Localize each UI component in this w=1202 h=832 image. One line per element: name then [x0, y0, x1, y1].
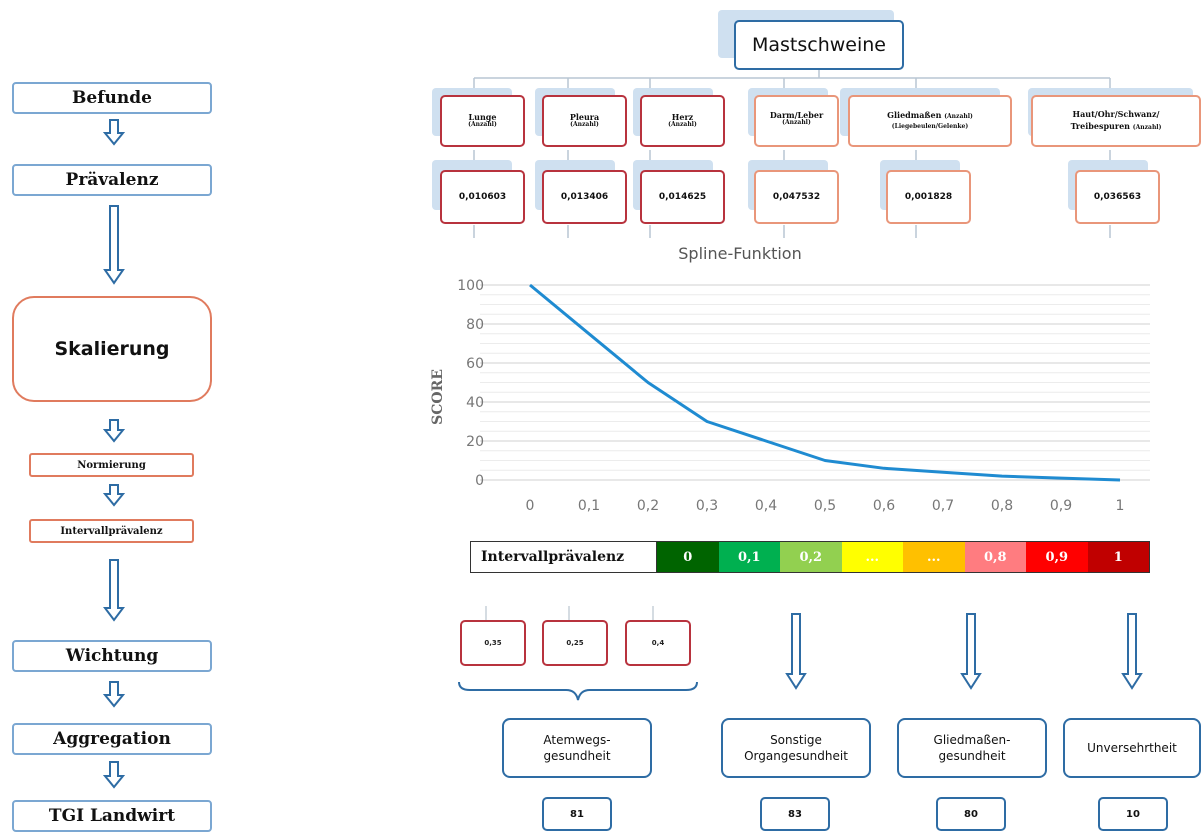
group-gliedmassen: Gliedmaßen- gesundheit — [897, 718, 1047, 778]
category-darm-leber: Darm/Leber (Anzahl) — [754, 95, 839, 147]
score-sonstige: 83 — [760, 797, 830, 831]
weight-pleura: 0,25 — [542, 620, 608, 666]
group-line2: gesundheit — [543, 749, 611, 763]
x-tick-label: 0,1 — [578, 498, 600, 514]
category-haut-ohr: Haut/Ohr/Schwanz/ Treibespuren (Anzahl) — [1031, 95, 1201, 147]
value-gliedmassen: 0,001828 — [886, 170, 971, 224]
x-tick-label: 0,9 — [1050, 498, 1072, 514]
category-sub: (Anzahl) — [570, 121, 599, 129]
step-tgi-landwirt: TGI Landwirt — [12, 800, 212, 832]
y-tick-label: 60 — [466, 356, 484, 372]
value-lunge: 0,010603 — [440, 170, 525, 224]
left-flow-arrows — [102, 119, 126, 789]
value-darm-leber: 0,047532 — [754, 170, 839, 224]
root-mastschweine: Mastschweine — [734, 20, 904, 70]
y-tick-label: 0 — [475, 473, 484, 489]
category-pleura: Pleura (Anzahl) — [542, 95, 627, 147]
score-unversehrtheit: 10 — [1098, 797, 1168, 831]
group-sonstige: Sonstige Organgesundheit — [721, 718, 871, 778]
brace-icon — [458, 681, 698, 701]
value-pleura: 0,013406 — [542, 170, 627, 224]
category-label: Herz — [671, 111, 694, 122]
x-tick-label: 0,7 — [932, 498, 954, 514]
category-label: Lunge — [468, 111, 497, 122]
category-sub: (Liegebeulen/Gelenke) — [891, 123, 969, 130]
down-arrow-icon — [102, 119, 126, 146]
score-gliedmassen: 80 — [936, 797, 1006, 831]
chart-title: Spline-Funktion — [678, 244, 802, 263]
x-tick-label: 0,6 — [873, 498, 895, 514]
legend-cell: ... — [841, 542, 903, 572]
group-line1: Gliedmaßen- — [933, 732, 1011, 747]
category-gliedmassen: Gliedmaßen (Anzahl) (Liegebeulen/Gelenke… — [848, 95, 1012, 147]
category-sub: (Anzahl) — [782, 119, 811, 127]
legend-label: Intervallprävalenz — [471, 542, 657, 572]
down-arrow-icon — [103, 559, 125, 622]
legend-cells: 0 0,1 0,2...... 0,8 0,9 1 — [657, 542, 1149, 572]
step-normierung: Normierung — [29, 453, 194, 477]
category-label-sub: (Anzahl) — [944, 113, 973, 121]
group-unversehrtheit: Unversehrtheit — [1063, 718, 1201, 778]
group-atemwege: Atemwegs- gesundheit — [502, 718, 652, 778]
weight-herz: 0,4 — [625, 620, 691, 666]
down-arrow-icon — [960, 613, 982, 690]
x-tick-label: 0,5 — [814, 498, 836, 514]
step-praevalenz: Prävalenz — [12, 164, 212, 196]
down-arrow-icon — [785, 613, 807, 690]
down-arrow-icon — [102, 761, 126, 789]
step-wichtung: Wichtung — [12, 640, 212, 672]
y-tick-label: 40 — [466, 395, 484, 411]
x-tick-label: 0,2 — [637, 498, 659, 514]
legend-cell: 0 — [657, 542, 719, 572]
category-lunge: Lunge (Anzahl) — [440, 95, 525, 147]
legend-cell: 0,8 — [964, 542, 1026, 572]
group-line2: Organgesundheit — [744, 749, 848, 763]
category-label2: Treibespuren — [1070, 120, 1130, 131]
category-sub: (Anzahl) — [668, 121, 697, 129]
down-arrow-icon — [102, 484, 126, 507]
weight-lunge: 0,35 — [460, 620, 526, 666]
value-haut-ohr: 0,036563 — [1075, 170, 1160, 224]
step-skalierung: Skalierung — [12, 296, 212, 402]
legend-cell: 1 — [1087, 542, 1149, 572]
series-line — [529, 283, 1121, 482]
group-line2: gesundheit — [938, 749, 1006, 763]
category-label2-sub: (Anzahl) — [1132, 123, 1162, 131]
legend-cell: 0,9 — [1026, 542, 1088, 572]
x-tick-label: 0,3 — [696, 498, 718, 514]
down-arrow-icon — [102, 681, 126, 708]
category-label: Haut/Ohr/Schwanz/ — [1072, 109, 1160, 120]
score-atemwege: 81 — [542, 797, 612, 831]
x-tick-label: 0,4 — [755, 498, 777, 514]
x-tick-label: 1 — [1116, 498, 1125, 514]
step-befunde: Befunde — [12, 82, 212, 114]
category-herz: Herz (Anzahl) — [640, 95, 725, 147]
group-line1: Sonstige — [770, 732, 822, 747]
group-line1: Unversehrtheit — [1087, 740, 1177, 755]
y-tick-label: 80 — [466, 317, 484, 333]
legend-cell: ... — [903, 542, 965, 572]
y-tick-label: 20 — [466, 434, 484, 450]
step-intervallpraevalenz: Intervallprävalenz — [29, 519, 194, 543]
step-aggregation: Aggregation — [12, 723, 212, 755]
x-tick-label: 0 — [526, 498, 535, 514]
category-label: Darm/Leber — [769, 110, 824, 120]
legend-cell: 0,1 — [718, 542, 780, 572]
tree-connectors — [473, 70, 1111, 238]
down-arrow-icon — [103, 205, 125, 285]
bottom-connectors — [458, 606, 1143, 701]
category-label: Gliedmaßen — [887, 110, 942, 121]
down-arrow-icon — [102, 419, 126, 443]
spline-chart: 0 20 40 60 80 100 0 0,1 0,2 0,3 0,4 0,5 0,6 0,7 0,8 0,9… — [457, 278, 1150, 514]
group-line1: Atemwegs- — [543, 732, 611, 747]
x-tick-label: 0,8 — [991, 498, 1013, 514]
category-sub: (Anzahl) — [468, 121, 497, 129]
legend-cell: 0,2 — [780, 542, 842, 572]
value-herz: 0,014625 — [640, 170, 725, 224]
down-arrow-icon — [1121, 613, 1143, 690]
y-tick-label: 100 — [457, 278, 484, 294]
interval-legend: Intervallprävalenz 0 0,1 0,2...... 0,8 0,9 1 — [470, 541, 1150, 573]
category-label: Pleura — [569, 111, 600, 122]
